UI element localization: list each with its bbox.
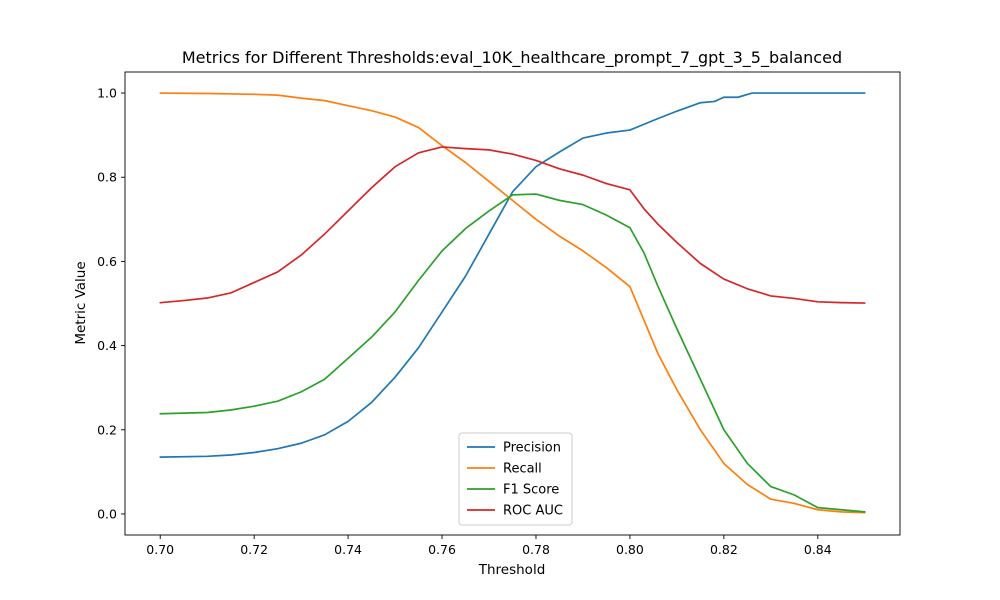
plot-frame — [124, 71, 901, 536]
series-line-recall — [159, 92, 866, 514]
legend-label: Recall — [503, 462, 542, 477]
x-axis-label: Threshold — [478, 562, 546, 578]
x-tick-label: 0.74 — [334, 542, 362, 557]
legend-label: Precision — [503, 441, 561, 456]
y-tick-label: 0.4 — [97, 338, 117, 353]
x-tick-label: 0.80 — [616, 542, 644, 557]
plot-area — [124, 71, 901, 536]
y-tick-label: 0.2 — [97, 422, 117, 437]
chart-title: Metrics for Different Thresholds:eval_10… — [182, 48, 842, 68]
x-tick-label: 0.76 — [428, 542, 456, 557]
series-line-precision — [159, 92, 866, 458]
y-tick-label: 0.6 — [97, 254, 117, 269]
x-tick-label: 0.70 — [146, 542, 174, 557]
x-tick-label: 0.84 — [804, 542, 832, 557]
y-tick-label: 1.0 — [97, 86, 117, 101]
x-tick-label: 0.78 — [522, 542, 550, 557]
y-axis-label: Metric Value — [73, 261, 89, 344]
legend-box — [458, 432, 573, 526]
legend: Precision Recall F1 Score ROC AUC — [458, 432, 573, 526]
series-line-roc-auc — [159, 146, 866, 304]
legend-label: F1 Score — [503, 483, 559, 498]
y-tick-label: 0.0 — [97, 506, 117, 521]
x-tick-label: 0.72 — [240, 542, 268, 557]
y-tick-label: 0.8 — [97, 170, 117, 185]
series-line-f1-score — [159, 193, 866, 513]
x-tick-label: 0.82 — [710, 542, 738, 557]
legend-label: ROC AUC — [503, 504, 563, 519]
y-axis: 0.0 0.2 0.4 0.6 0.8 1.0 — [97, 86, 125, 521]
x-axis: 0.70 0.72 0.74 0.76 0.78 0.80 0.82 0.84 — [146, 535, 832, 557]
